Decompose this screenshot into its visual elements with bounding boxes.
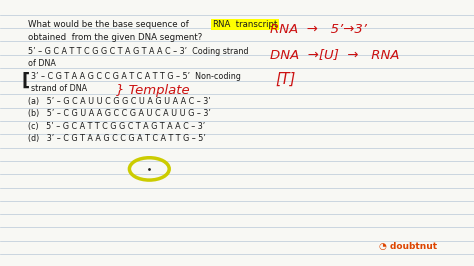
Text: (d)   3’ – C G T A A G C C G A T C A T T G – 5’: (d) 3’ – C G T A A G C C G A T C A T T G… bbox=[28, 134, 206, 143]
Text: What would be the base sequence of: What would be the base sequence of bbox=[28, 20, 192, 29]
Text: transcript: transcript bbox=[233, 20, 278, 29]
Text: ◔ doubtnut: ◔ doubtnut bbox=[379, 242, 438, 251]
Text: [: [ bbox=[21, 72, 29, 90]
Text: DNA  →[U]  →   RNA: DNA →[U] → RNA bbox=[270, 48, 400, 61]
Text: obtained  from the given DNA segment?: obtained from the given DNA segment? bbox=[28, 33, 203, 42]
Text: of DNA: of DNA bbox=[28, 59, 56, 68]
Text: RNA  →   5’→3’: RNA → 5’→3’ bbox=[270, 23, 367, 36]
Text: (a)   5’ – G C A U U C G G C U A G U A A C – 3’: (a) 5’ – G C A U U C G G C U A G U A A C… bbox=[28, 97, 211, 106]
Text: } Template: } Template bbox=[116, 84, 190, 97]
Text: strand of DNA: strand of DNA bbox=[31, 84, 87, 93]
Text: 5’ – G C A T T C G G C T A G T A A C – 3’  Coding strand: 5’ – G C A T T C G G C T A G T A A C – 3… bbox=[28, 47, 249, 56]
Text: (c)   5’ – G C A T T C G G C T A G T A A C – 3’: (c) 5’ – G C A T T C G G C T A G T A A C… bbox=[28, 122, 206, 131]
Text: [T]: [T] bbox=[275, 72, 295, 87]
Text: 3’ – C G T A A G C C G A T C A T T G – 5’  Non-coding: 3’ – C G T A A G C C G A T C A T T G – 5… bbox=[31, 72, 241, 81]
Text: (b)   5’ – C G U A A G C C G A U C A U U G – 3’: (b) 5’ – C G U A A G C C G A U C A U U G… bbox=[28, 109, 211, 118]
Text: RNA: RNA bbox=[212, 20, 231, 29]
